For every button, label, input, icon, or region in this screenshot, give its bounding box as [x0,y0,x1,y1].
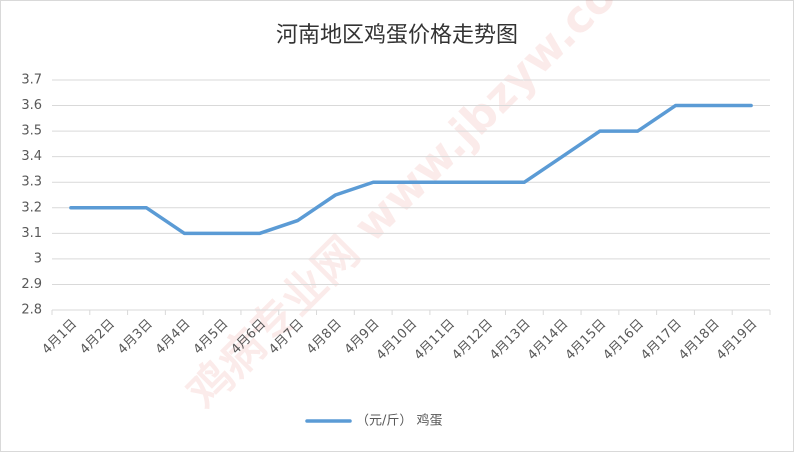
y-tick-label: 3 [34,251,42,266]
y-tick-label: 3.6 [21,98,42,113]
chart-title: 河南地区鸡蛋价格走势图 [276,23,518,48]
y-tick-label: 3.2 [21,200,42,215]
y-tick-label: 3.1 [21,226,42,241]
y-tick-label: 3.5 [21,124,42,139]
series-line [69,103,753,236]
legend-label: （元/斤） 鸡蛋 [356,413,443,429]
y-tick-label: 3.7 [21,73,42,88]
y-tick-label: 3.3 [21,175,42,190]
y-tick-label: 2.9 [21,277,42,292]
y-tick-label: 3.4 [21,149,42,164]
y-tick-label: 2.8 [21,303,42,318]
